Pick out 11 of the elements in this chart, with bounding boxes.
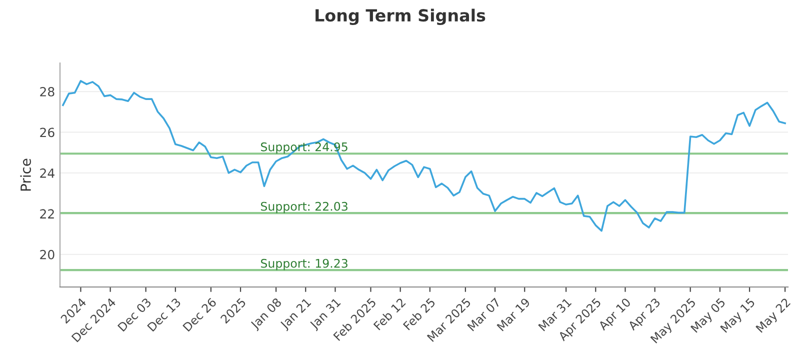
y-tick-label: 24 [40, 168, 54, 178]
y-tick-label: 22 [40, 209, 54, 218]
y-tick-label: 26 [40, 128, 54, 138]
y-tick-label: 20 [40, 250, 54, 260]
chart-title: Long Term Signals [316, 8, 486, 26]
x-tick-label: Dec 26 [182, 297, 217, 332]
y-axis-title: Price [20, 158, 31, 191]
ref-line-label: Support: 19.23 [260, 258, 348, 270]
line-series [62, 80, 786, 232]
ref-line-label: Support: 22.03 [260, 202, 348, 214]
y-tick-label: 28 [40, 86, 54, 96]
